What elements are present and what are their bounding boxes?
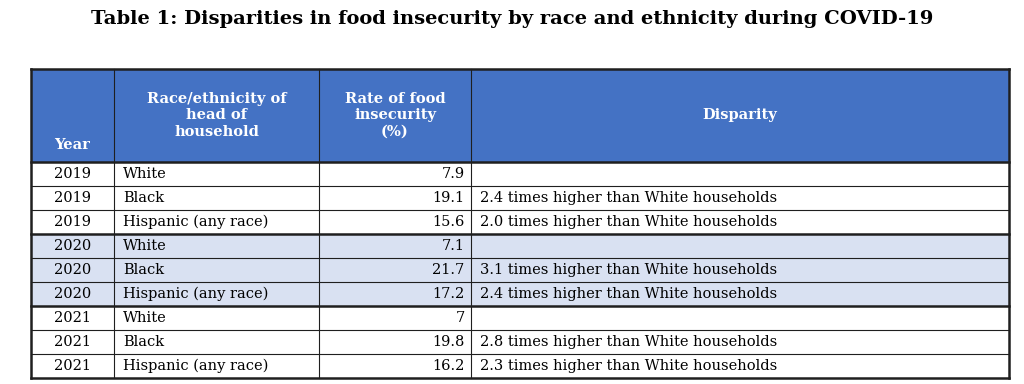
Text: 2020: 2020	[53, 287, 91, 301]
Bar	[31, 282, 1009, 306]
Text: White: White	[123, 311, 167, 325]
Text: 2.4 times higher than White households: 2.4 times higher than White households	[480, 287, 777, 301]
Text: 2021: 2021	[54, 359, 91, 373]
Text: White: White	[123, 167, 167, 181]
Text: 7.1: 7.1	[441, 239, 465, 253]
Text: 2019: 2019	[54, 167, 91, 181]
Bar	[31, 306, 1009, 330]
Text: Black: Black	[123, 335, 164, 349]
Text: 2020: 2020	[53, 263, 91, 277]
Text: 17.2: 17.2	[432, 287, 465, 301]
Text: 3.1 times higher than White households: 3.1 times higher than White households	[480, 263, 777, 277]
Text: 2.0 times higher than White households: 2.0 times higher than White households	[480, 215, 777, 229]
Text: Rate of food
insecurity
(%): Rate of food insecurity (%)	[345, 92, 445, 139]
Text: 21.7: 21.7	[432, 263, 465, 277]
Text: 2020: 2020	[53, 239, 91, 253]
Bar	[31, 354, 1009, 378]
Text: Hispanic (any race): Hispanic (any race)	[123, 287, 268, 301]
Bar	[31, 186, 1009, 210]
Text: 19.8: 19.8	[432, 335, 465, 349]
Text: White: White	[123, 239, 167, 253]
Text: 7: 7	[456, 311, 465, 325]
Text: 19.1: 19.1	[432, 191, 465, 205]
Text: Table 1: Disparities in food insecurity by race and ethnicity during COVID-19: Table 1: Disparities in food insecurity …	[91, 10, 933, 28]
Bar	[31, 210, 1009, 234]
Text: 16.2: 16.2	[432, 359, 465, 373]
Bar	[31, 258, 1009, 282]
Text: Black: Black	[123, 191, 164, 205]
Text: 2.3 times higher than White households: 2.3 times higher than White households	[480, 359, 777, 373]
Text: Hispanic (any race): Hispanic (any race)	[123, 215, 268, 229]
Bar	[31, 330, 1009, 354]
Text: 2019: 2019	[54, 191, 91, 205]
Bar	[31, 234, 1009, 258]
Text: 7.9: 7.9	[441, 167, 465, 181]
Text: Race/ethnicity of
head of
household: Race/ethnicity of head of household	[146, 92, 287, 139]
Text: 2019: 2019	[54, 215, 91, 229]
Text: 2021: 2021	[54, 335, 91, 349]
Text: Year: Year	[54, 138, 90, 152]
Bar	[31, 69, 1009, 162]
Bar	[31, 162, 1009, 186]
Text: 2021: 2021	[54, 311, 91, 325]
Text: Hispanic (any race): Hispanic (any race)	[123, 359, 268, 373]
Text: 2.4 times higher than White households: 2.4 times higher than White households	[480, 191, 777, 205]
Text: Black: Black	[123, 263, 164, 277]
Text: Disparity: Disparity	[702, 109, 777, 122]
Text: 2.8 times higher than White households: 2.8 times higher than White households	[480, 335, 777, 349]
Text: 15.6: 15.6	[432, 215, 465, 229]
